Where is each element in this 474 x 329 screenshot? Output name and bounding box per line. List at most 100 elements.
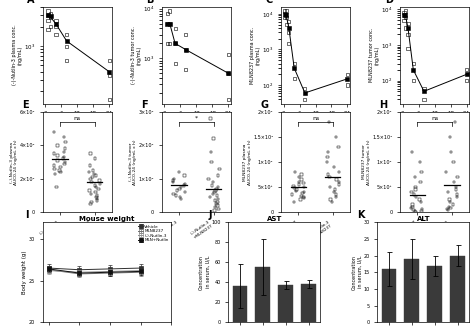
Point: [92, 185, 100, 190]
Point: [447, 149, 455, 155]
Point: [169, 178, 177, 183]
Point: [442, 169, 449, 175]
Point: [216, 166, 223, 171]
Point: [283, 13, 290, 18]
Point: [62, 139, 69, 145]
Point: [205, 176, 212, 181]
Point: [410, 192, 418, 197]
Point: [105, 58, 113, 63]
Point: [171, 61, 179, 66]
Point: [54, 143, 61, 148]
Point: [208, 183, 216, 188]
Point: [53, 185, 60, 190]
Point: [61, 161, 68, 166]
Y-axis label: MLN8237 tumor
AUC0-24 (ng/mL x h): MLN8237 tumor AUC0-24 (ng/mL x h): [362, 139, 371, 185]
Y-axis label: Body weight (g): Body weight (g): [22, 250, 27, 294]
Point: [173, 188, 181, 193]
Point: [298, 177, 305, 182]
Text: F: F: [141, 100, 147, 110]
Point: [91, 183, 99, 188]
Point: [416, 160, 424, 165]
Point: [213, 186, 220, 191]
Point: [409, 202, 416, 207]
Point: [400, 17, 408, 23]
Bar: [301, 284, 316, 322]
X-axis label: Time (h): Time (h): [66, 118, 89, 123]
Point: [449, 202, 456, 207]
Point: [105, 73, 113, 78]
Point: [410, 67, 417, 72]
Point: [181, 181, 189, 187]
Point: [63, 58, 71, 63]
Point: [90, 168, 97, 173]
Text: G: G: [260, 100, 268, 110]
Point: [291, 76, 298, 81]
Point: [166, 21, 173, 26]
Point: [50, 151, 58, 156]
Point: [326, 119, 333, 124]
Point: [47, 13, 55, 19]
Point: [225, 97, 232, 102]
Point: [213, 201, 220, 207]
Point: [281, 8, 289, 13]
Point: [210, 180, 217, 185]
Point: [447, 206, 454, 211]
Point: [285, 25, 292, 31]
Point: [52, 18, 60, 23]
Point: [323, 160, 331, 165]
Point: [450, 179, 458, 185]
Point: [164, 11, 171, 16]
Point: [446, 197, 453, 202]
Point: [401, 8, 409, 13]
Text: H: H: [379, 100, 387, 110]
Point: [206, 194, 214, 200]
Point: [298, 172, 305, 177]
Point: [225, 52, 232, 57]
Point: [443, 207, 451, 212]
Point: [445, 205, 453, 210]
Point: [54, 158, 62, 163]
Point: [175, 186, 183, 191]
Point: [56, 168, 64, 173]
Point: [172, 193, 180, 198]
Point: [409, 205, 416, 210]
Point: [417, 199, 425, 205]
Point: [171, 26, 179, 31]
Point: [331, 187, 338, 192]
Point: [301, 185, 308, 190]
Point: [295, 182, 303, 187]
Point: [88, 180, 95, 185]
Point: [452, 185, 460, 190]
Text: I: I: [25, 210, 28, 220]
X-axis label: Time (h): Time (h): [185, 118, 208, 123]
Point: [170, 176, 178, 181]
Point: [214, 185, 222, 190]
Point: [446, 134, 454, 139]
Point: [86, 188, 93, 193]
X-axis label: Time (h): Time (h): [423, 118, 446, 123]
Point: [169, 180, 177, 185]
Point: [410, 208, 418, 213]
Point: [417, 179, 424, 185]
Legend: Vehicle, MLN8237, (-)-Nutlin-3, MLN+Nutlin: Vehicle, MLN8237, (-)-Nutlin-3, MLN+Nutl…: [137, 224, 169, 243]
Point: [401, 25, 409, 31]
Point: [454, 174, 461, 180]
Point: [181, 173, 188, 178]
Bar: [450, 256, 465, 322]
Point: [87, 191, 95, 196]
Text: ns: ns: [312, 116, 319, 121]
Point: [290, 184, 297, 189]
Point: [291, 169, 299, 175]
Point: [50, 129, 58, 135]
Point: [211, 188, 219, 193]
Point: [344, 72, 351, 77]
Point: [214, 199, 221, 205]
Point: [453, 194, 461, 200]
Text: ns: ns: [431, 116, 438, 121]
Point: [93, 196, 100, 201]
Point: [88, 199, 95, 205]
Point: [283, 22, 290, 27]
Point: [92, 173, 100, 178]
Point: [47, 24, 55, 29]
Text: C: C: [265, 0, 273, 5]
